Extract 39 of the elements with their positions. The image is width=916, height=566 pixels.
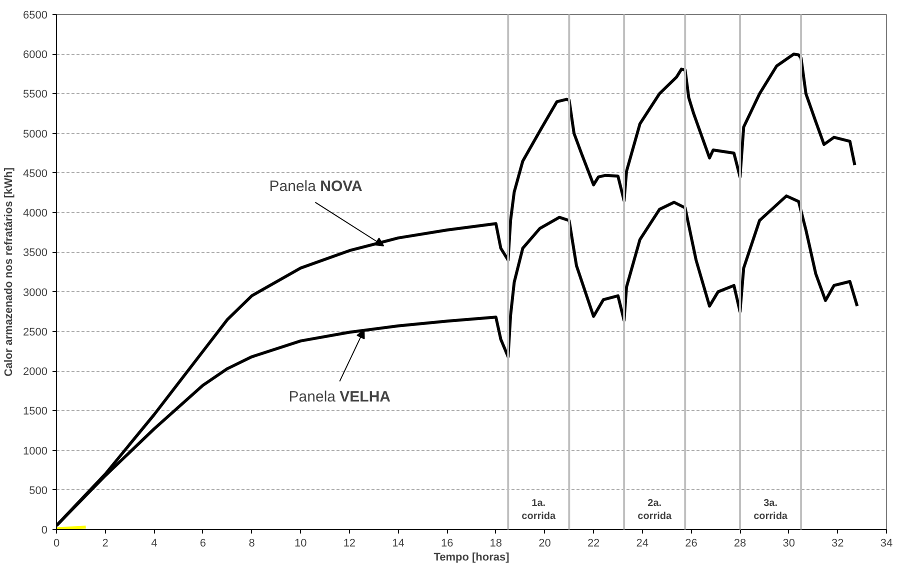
x-tick-label: 26 [685, 538, 698, 550]
y-tick-label: 5500 [23, 88, 48, 101]
annotation: 1a. corrida [522, 498, 556, 522]
y-tick-label: 4500 [23, 168, 48, 180]
annotation: Panela VELHA [288, 388, 391, 406]
y-tick-label: 500 [29, 484, 48, 497]
x-tick-label: 18 [490, 538, 502, 550]
y-tick-label: 1000 [23, 445, 48, 458]
annotation: 3a. corrida [754, 498, 788, 522]
y-axis-title: Calor armazenado nos refratários [kWh] [3, 167, 16, 377]
y-tick-label: 3000 [23, 286, 48, 299]
x-tick-label: 30 [782, 538, 795, 550]
x-tick-label: 12 [343, 538, 356, 550]
x-tick-label: 8 [248, 538, 255, 550]
x-tick-label: 28 [734, 538, 746, 550]
x-tick-label: 20 [538, 538, 551, 550]
x-axis-title: Tempo [horas] [434, 552, 510, 564]
y-tick-label: 2500 [23, 326, 48, 338]
x-tick-label: 0 [53, 538, 60, 550]
x-tick-label: 4 [151, 538, 158, 550]
y-tick-label: 2000 [23, 366, 48, 378]
x-tick-label: 16 [440, 538, 454, 550]
y-tick-label: 5000 [23, 128, 48, 140]
x-tick-label: 24 [636, 538, 649, 550]
annotation: Panela NOVA [269, 178, 363, 195]
y-tick-label: 6500 [23, 10, 48, 22]
annotation: 2a. corrida [638, 498, 672, 522]
y-tick-label: 1500 [23, 406, 48, 418]
x-tick-label: 34 [880, 538, 893, 550]
x-tick-label: 2 [102, 538, 108, 550]
y-tick-label: 0 [41, 524, 48, 536]
y-tick-label: 3500 [23, 247, 48, 260]
x-tick-label: 6 [200, 538, 206, 550]
y-tick-label: 6000 [23, 49, 48, 62]
x-tick-label: 32 [832, 538, 844, 550]
y-tick-label: 4000 [23, 208, 48, 220]
x-tick-label: 22 [587, 538, 600, 550]
x-tick-label: 14 [392, 538, 404, 550]
x-tick-label: 10 [294, 538, 307, 550]
